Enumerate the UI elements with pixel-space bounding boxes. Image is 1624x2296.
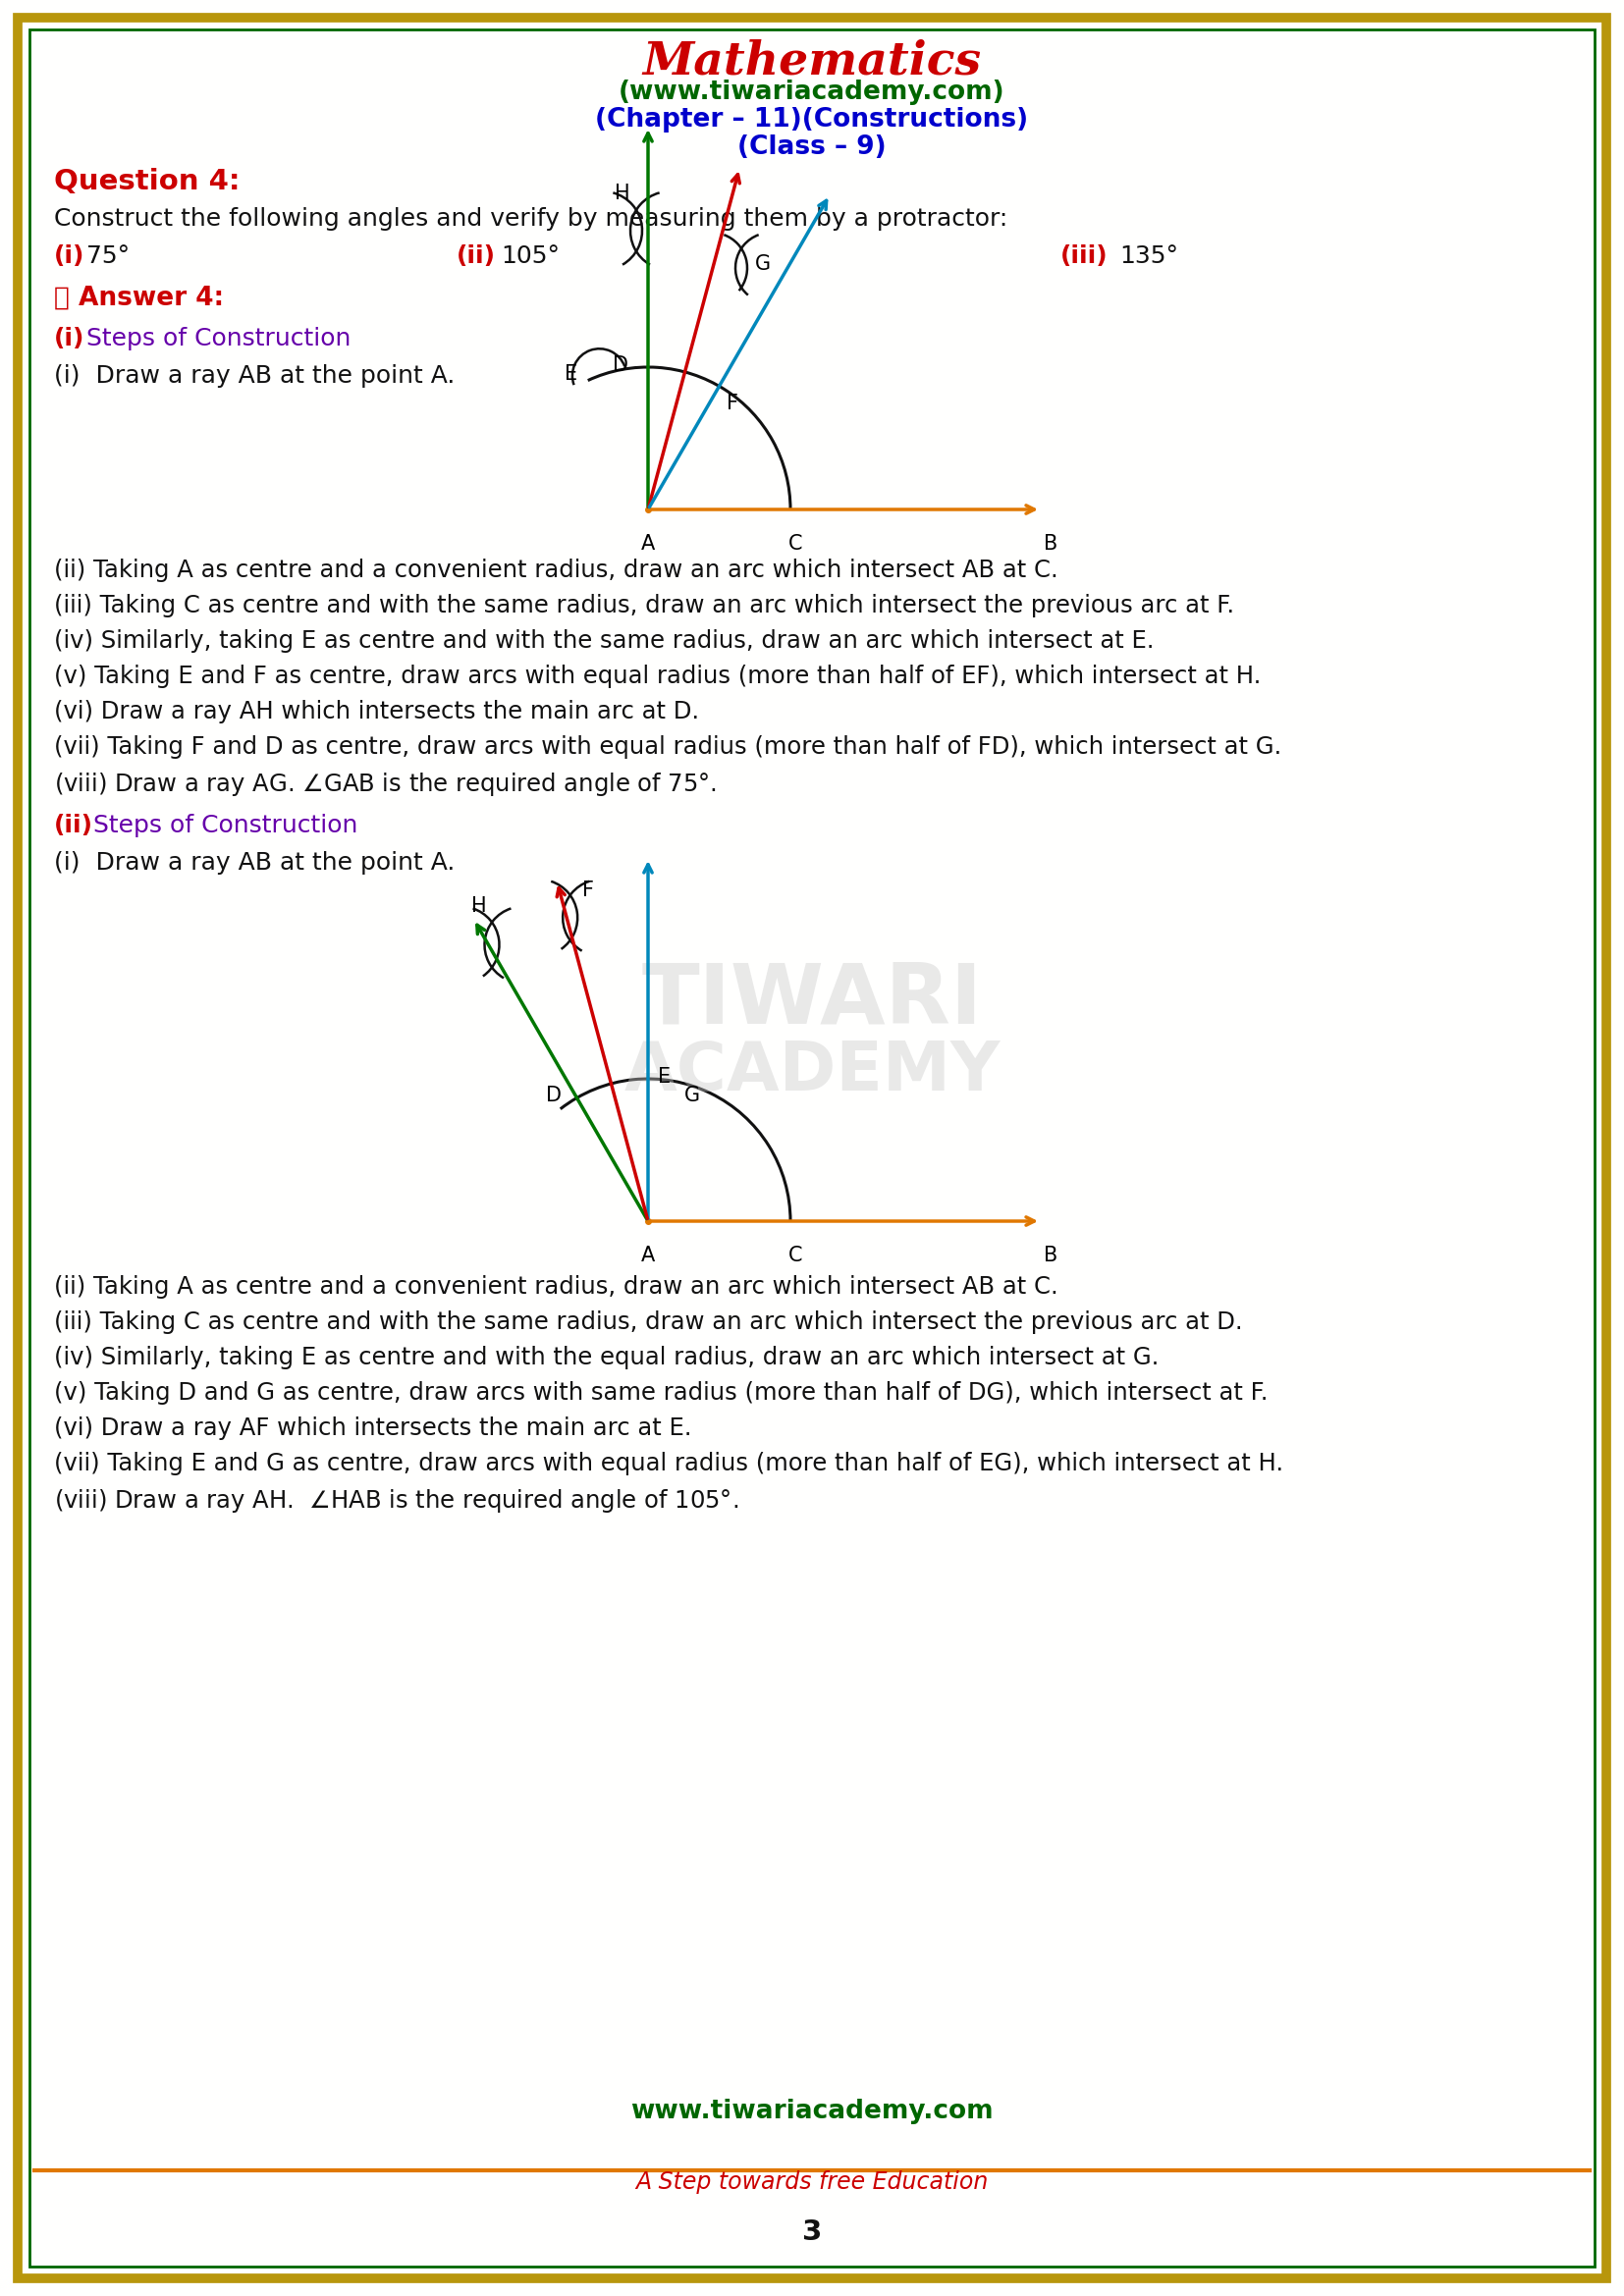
Text: D: D [612,356,628,374]
Text: (iii): (iii) [1060,243,1108,269]
Text: Mathematics: Mathematics [643,39,981,83]
Text: B: B [1044,535,1057,553]
Text: (i): (i) [54,326,84,351]
Text: F: F [583,879,594,900]
Text: D: D [546,1086,562,1107]
Text: E: E [658,1068,671,1086]
Text: (ii) Taking A as centre and a convenient radius, draw an arc which intersect AB : (ii) Taking A as centre and a convenient… [54,1274,1059,1300]
Text: (iv) Similarly, taking E as centre and with the same radius, draw an arc which i: (iv) Similarly, taking E as centre and w… [54,629,1155,652]
Text: (vii) Taking E and G as centre, draw arcs with equal radius (more than half of E: (vii) Taking E and G as centre, draw arc… [54,1451,1283,1476]
Text: (v) Taking E and F as centre, draw arcs with equal radius (more than half of EF): (v) Taking E and F as centre, draw arcs … [54,664,1262,689]
Text: E: E [565,365,578,383]
Text: H: H [471,895,486,916]
Text: C: C [788,1247,802,1265]
Text: (iv) Similarly, taking E as centre and with the equal radius, draw an arc which : (iv) Similarly, taking E as centre and w… [54,1345,1160,1368]
Text: A Step towards free Education: A Step towards free Education [635,2170,989,2195]
Text: www.tiwariacademy.com: www.tiwariacademy.com [630,2099,994,2124]
Text: (vi) Draw a ray AH which intersects the main arc at D.: (vi) Draw a ray AH which intersects the … [54,700,700,723]
Text: Steps of Construction: Steps of Construction [86,326,351,351]
Text: F: F [728,395,739,413]
Text: (viii) Draw a ray AH.  $\angle$HAB is the required angle of 105°.: (viii) Draw a ray AH. $\angle$HAB is the… [54,1488,739,1515]
Text: C: C [788,535,802,553]
Text: Steps of Construction: Steps of Construction [93,813,357,838]
Text: A: A [641,1247,654,1265]
Text: 3: 3 [802,2218,822,2245]
Text: TIWARI: TIWARI [641,960,983,1040]
Text: 📐 Answer 4:: 📐 Answer 4: [54,285,224,312]
Text: Question 4:: Question 4: [54,168,240,195]
Text: 135°: 135° [1119,243,1179,269]
Text: (www.tiwariacademy.com): (www.tiwariacademy.com) [619,80,1005,106]
Text: (i)  Draw a ray AB at the point A.: (i) Draw a ray AB at the point A. [54,852,455,875]
Text: A: A [641,535,654,553]
Text: (vi) Draw a ray AF which intersects the main arc at E.: (vi) Draw a ray AF which intersects the … [54,1417,692,1440]
Text: G: G [684,1086,700,1107]
Text: (ii) Taking A as centre and a convenient radius, draw an arc which intersect AB : (ii) Taking A as centre and a convenient… [54,558,1059,583]
Text: (i)  Draw a ray AB at the point A.: (i) Draw a ray AB at the point A. [54,365,455,388]
Text: (i): (i) [54,243,84,269]
Text: (Class – 9): (Class – 9) [737,135,887,161]
Text: (iii) Taking C as centre and with the same radius, draw an arc which intersect t: (iii) Taking C as centre and with the sa… [54,1311,1242,1334]
Text: (iii) Taking C as centre and with the same radius, draw an arc which intersect t: (iii) Taking C as centre and with the sa… [54,595,1234,618]
Text: 75°: 75° [86,243,130,269]
Text: B: B [1044,1247,1057,1265]
Text: G: G [755,255,771,273]
Text: (ii): (ii) [456,243,495,269]
Text: (viii) Draw a ray AG. $\angle$GAB is the required angle of 75°.: (viii) Draw a ray AG. $\angle$GAB is the… [54,771,716,799]
Text: (Chapter – 11)(Constructions): (Chapter – 11)(Constructions) [596,108,1028,133]
Text: ACADEMY: ACADEMY [624,1038,1000,1104]
Text: (v) Taking D and G as centre, draw arcs with same radius (more than half of DG),: (v) Taking D and G as centre, draw arcs … [54,1382,1268,1405]
Text: H: H [615,184,630,202]
Text: (ii): (ii) [54,813,93,838]
Text: (vii) Taking F and D as centre, draw arcs with equal radius (more than half of F: (vii) Taking F and D as centre, draw arc… [54,735,1281,758]
Text: Construct the following angles and verify by measuring them by a protractor:: Construct the following angles and verif… [54,207,1007,230]
Text: 105°: 105° [500,243,560,269]
